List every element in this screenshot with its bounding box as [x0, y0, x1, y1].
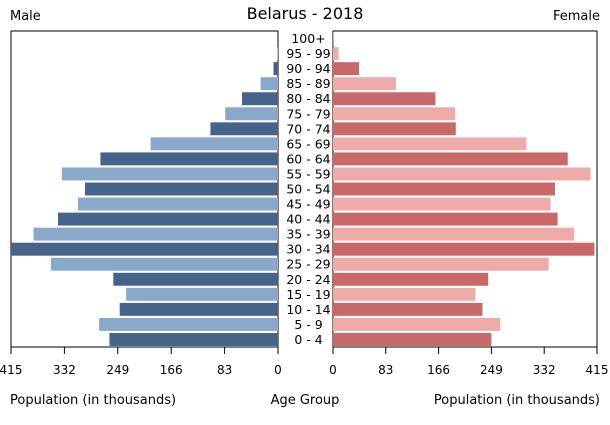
age-group-label: 45 - 49: [286, 197, 330, 212]
male-bar: [210, 122, 278, 136]
female-bar: [333, 32, 334, 45]
male-bar: [33, 227, 279, 241]
male-bar: [50, 257, 278, 271]
female-label: Female: [552, 9, 600, 24]
x-tick-label-left: 83: [217, 363, 232, 377]
age-group-label: 70 - 74: [286, 121, 330, 136]
male-bar: [11, 242, 278, 256]
male-bar: [99, 317, 278, 331]
x-tick-label-right: 0: [329, 363, 337, 377]
age-group-label: 75 - 79: [286, 106, 330, 121]
female-bar: [333, 77, 396, 91]
female-bar: [333, 62, 360, 76]
female-bar: [333, 317, 501, 331]
age-group-label: 65 - 69: [286, 136, 330, 151]
female-bar: [333, 272, 489, 286]
male-bar: [126, 287, 279, 301]
male-bar: [260, 77, 278, 91]
female-bar: [333, 107, 456, 121]
female-bar: [333, 152, 568, 166]
age-group-label: 60 - 64: [286, 151, 330, 166]
age-group-label: 0 - 4: [294, 332, 322, 347]
age-group-label: 85 - 89: [286, 76, 330, 91]
age-group-label: 15 - 19: [286, 287, 330, 302]
x-tick-label-left: 0: [274, 363, 282, 377]
age-group-label: 5 - 9: [294, 317, 322, 332]
age-group-label: 95 - 99: [286, 46, 330, 61]
female-bar: [333, 92, 436, 106]
x-tick-label-left: 415: [0, 363, 22, 377]
male-bar: [84, 182, 279, 196]
female-bar: [333, 47, 339, 61]
age-group-label: 90 - 94: [286, 61, 330, 76]
age-group-label: 100+: [291, 31, 325, 46]
male-bar: [57, 212, 279, 226]
male-bar: [113, 272, 278, 286]
age-group-label: 10 - 14: [286, 302, 330, 317]
male-bar: [61, 167, 278, 181]
x-tick-label-right: 166: [427, 363, 450, 377]
x-axis-label-center: Age Group: [270, 393, 340, 408]
age-group-label: 35 - 39: [286, 227, 330, 242]
age-group-label: 30 - 34: [286, 242, 330, 257]
x-tick-label-left: 249: [106, 363, 129, 377]
chart-title: Belarus - 2018: [246, 4, 364, 23]
x-tick-label-right: 83: [378, 363, 393, 377]
female-bar: [333, 137, 527, 151]
age-group-label: 20 - 24: [286, 272, 330, 287]
male-bar: [119, 302, 278, 316]
age-group-label: 25 - 29: [286, 257, 330, 272]
male-bar: [225, 107, 278, 121]
age-group-label: 55 - 59: [286, 166, 330, 181]
x-tick-label-left: 332: [53, 363, 76, 377]
x-tick-label-right: 332: [533, 363, 556, 377]
female-bar: [333, 212, 558, 226]
female-bar: [333, 182, 556, 196]
x-axis-label-left: Population (in thousands): [10, 393, 177, 408]
male-bar: [273, 62, 278, 76]
female-bar: [333, 257, 549, 271]
female-bar: [333, 122, 456, 136]
male-bar: [277, 47, 278, 61]
x-tick-label-left: 166: [160, 363, 183, 377]
age-group-label: 80 - 84: [286, 91, 330, 106]
x-axis-label-right: Population (in thousands): [433, 393, 600, 408]
male-bar: [100, 152, 278, 166]
female-bar: [333, 197, 551, 211]
female-bar: [333, 287, 476, 301]
male-bar: [150, 137, 278, 151]
male-bar: [109, 333, 278, 346]
female-bar: [333, 302, 483, 316]
age-group-label: 40 - 44: [286, 212, 330, 227]
male-bar: [241, 92, 278, 106]
x-tick-label-right: 249: [480, 363, 503, 377]
x-tick-label-right: 415: [586, 363, 609, 377]
female-bar: [333, 167, 591, 181]
female-bar: [333, 227, 575, 241]
male-bar: [77, 197, 278, 211]
female-bar: [333, 242, 595, 256]
female-bar: [333, 333, 492, 346]
male-label: Male: [10, 9, 41, 24]
age-group-label: 50 - 54: [286, 182, 330, 197]
